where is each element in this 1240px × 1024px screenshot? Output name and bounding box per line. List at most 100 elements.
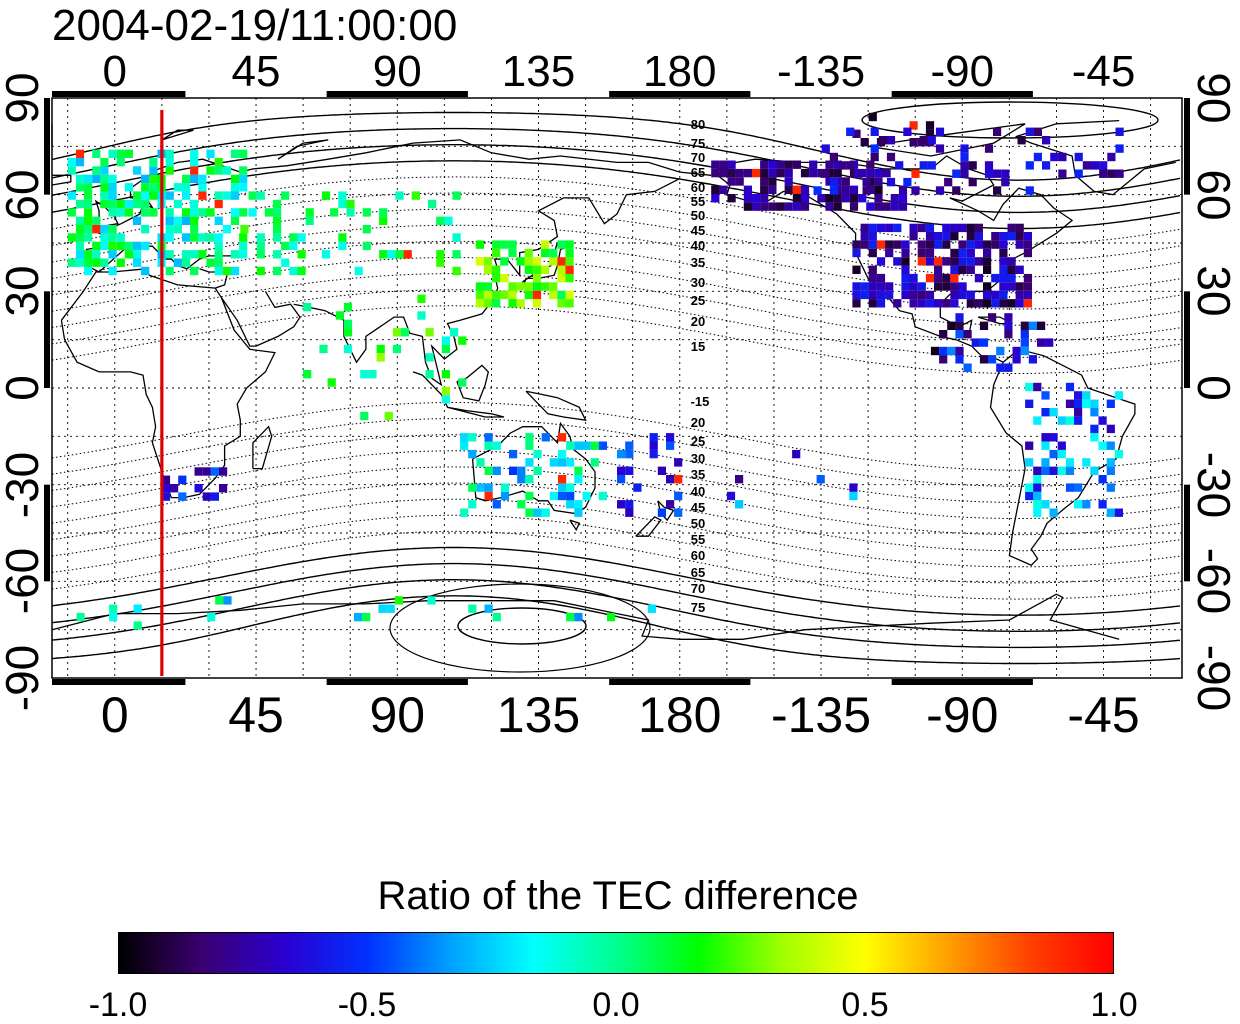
tec-cell: [75, 174, 85, 184]
tec-cell: [958, 257, 967, 266]
tec-cell: [264, 208, 273, 217]
contour-line: [51, 498, 1181, 568]
tec-cell: [784, 185, 793, 194]
tec-cell: [868, 112, 877, 122]
tec-cell: [870, 152, 879, 162]
tec-cell: [525, 508, 534, 517]
tec-cell: [958, 223, 967, 233]
tec-cell: [950, 232, 959, 241]
tec-cell: [711, 168, 720, 178]
tec-cell: [800, 194, 810, 203]
tec-cell: [574, 612, 583, 622]
tec-cell: [917, 257, 926, 266]
tec-cell: [100, 183, 109, 192]
tec-cell: [558, 483, 567, 492]
contour-label: 60: [690, 548, 706, 563]
tec-cell: [1049, 433, 1058, 442]
tec-cell: [483, 299, 493, 308]
tec-cell: [468, 449, 477, 459]
tec-cell: [525, 458, 534, 467]
plot-title: 2004-02-19/11:00:00: [52, 1, 458, 50]
tec-cell: [958, 240, 967, 249]
coastline: [456, 364, 490, 402]
tec-cell: [541, 433, 550, 442]
tec-cell: [557, 265, 566, 274]
tec-cell: [149, 157, 158, 167]
tec-cell: [379, 216, 388, 225]
tec-cell: [935, 186, 945, 195]
contour-label: 35: [690, 255, 706, 270]
tec-cell: [557, 299, 566, 308]
tec-cell: [182, 174, 191, 184]
tec-cell: [1082, 399, 1091, 408]
tec-cell: [215, 596, 224, 605]
tec-cell: [917, 290, 926, 300]
tec-cell: [321, 250, 331, 259]
tec-cell: [141, 208, 150, 217]
tec-cell: [84, 174, 93, 184]
tec-cell: [1033, 500, 1042, 509]
contour-line: [51, 402, 1181, 471]
tec-cell: [1090, 433, 1099, 442]
tec-cell: [468, 483, 477, 492]
tec-cell: [190, 233, 199, 242]
tec-cell: [911, 169, 920, 178]
tec-cell: [966, 240, 975, 249]
tec-cell: [565, 265, 574, 274]
tec-cell: [817, 168, 826, 178]
contour-label: 30: [690, 451, 706, 466]
tec-cell: [966, 232, 975, 241]
tec-cell: [1041, 500, 1050, 509]
tec-cell: [100, 157, 109, 167]
tec-cell: [425, 370, 434, 379]
tec-cell: [182, 183, 191, 192]
tec-cell: [84, 199, 93, 209]
tec-cell: [452, 191, 461, 200]
tec-cell: [509, 449, 518, 459]
tec-cell: [862, 177, 871, 187]
tec-cell: [476, 458, 485, 467]
tec-cell: [792, 185, 801, 194]
tec-cell: [458, 336, 467, 345]
tec-cell: [441, 395, 450, 404]
tec-cell: [784, 160, 793, 169]
tec-cell: [525, 491, 534, 501]
axis-bar: [326, 679, 468, 685]
axis-bar: [44, 484, 50, 582]
tec-cell: [214, 157, 223, 167]
tec-cell: [475, 282, 484, 291]
tec-cell: [893, 223, 902, 233]
tec-cell: [988, 313, 997, 322]
tec-cell: [475, 240, 484, 249]
tec-cell: [206, 233, 215, 242]
tec-cell: [362, 612, 371, 622]
tec-ratio-cells: [67, 112, 1124, 630]
tec-cell: [436, 258, 445, 267]
tec-cell: [984, 161, 994, 170]
tec-cell: [141, 266, 150, 276]
tec-cell: [925, 257, 935, 266]
tec-cell: [917, 248, 926, 258]
tec-cell: [991, 240, 1000, 249]
tec-cell: [108, 191, 117, 200]
top-tick-label: 180: [643, 47, 717, 96]
tec-cell: [173, 183, 182, 192]
tec-cell: [1065, 382, 1075, 392]
tec-cell: [960, 152, 969, 162]
tec-cell: [273, 233, 282, 242]
tec-cell: [441, 336, 450, 345]
tec-cell: [343, 319, 353, 329]
tec-cell: [161, 484, 171, 493]
tec-cell: [849, 483, 858, 492]
top-tick-label: -45: [1071, 47, 1136, 96]
tec-cell: [75, 149, 85, 158]
tec-cell: [230, 183, 240, 192]
tec-cell: [108, 225, 117, 234]
tec-cell: [198, 208, 207, 217]
contour-line: [51, 240, 1181, 310]
tec-cell: [149, 174, 158, 184]
tec-cell: [509, 466, 518, 475]
tec-cell: [190, 166, 199, 175]
colorbar-tick-label: -1.0: [88, 986, 148, 1024]
tec-cell: [1023, 282, 1032, 291]
